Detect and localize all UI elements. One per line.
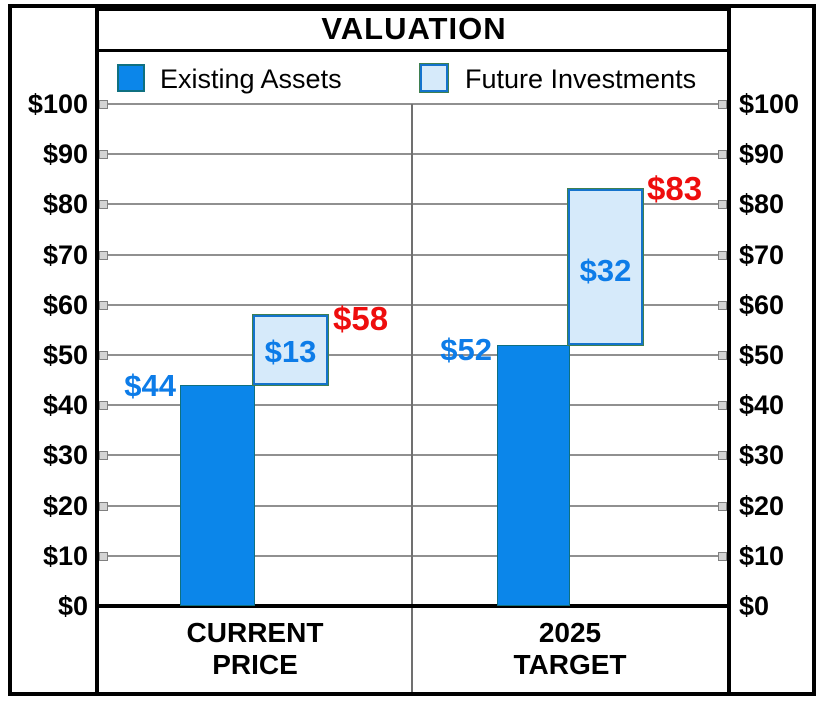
gridline-end-handle [718, 502, 727, 511]
y-axis-tick-right: $70 [739, 240, 785, 270]
gridline-end-handle [99, 401, 108, 410]
category-label-current-price: CURRENT PRICE [99, 617, 411, 681]
category-line: PRICE [212, 649, 298, 680]
value-label-target-future: $32 [579, 253, 632, 288]
gridline [99, 354, 727, 356]
value-label-current-existing: $44 [124, 368, 176, 403]
y-axis-tick-right: $60 [739, 290, 785, 320]
category-line: TARGET [513, 649, 627, 680]
bar-existing-assets-current-price [180, 385, 255, 606]
category-line: CURRENT [186, 617, 324, 648]
x-axis-baseline [99, 604, 727, 608]
value-label-current-future: $13 [264, 334, 317, 369]
gridline [99, 505, 727, 507]
y-axis-tick-left: $60 [42, 290, 88, 320]
gridline-end-handle [718, 251, 727, 260]
y-axis-tick-right: $0 [739, 591, 770, 621]
y-axis-tick-right: $50 [739, 340, 785, 370]
gridline-end-handle [99, 100, 108, 109]
y-axis-tick-left: $30 [42, 440, 88, 470]
gridline-end-handle [718, 301, 727, 310]
y-axis-tick-left: $80 [42, 189, 88, 219]
y-axis-tick-left: $100 [27, 89, 88, 119]
y-axis-tick-right: $100 [739, 89, 800, 119]
gridline [99, 304, 727, 306]
value-label-target-total: $83 [647, 170, 703, 207]
category-divider-line [411, 104, 413, 692]
bar-future-investments-2025-target [568, 189, 643, 345]
legend-swatch-future-investments [420, 64, 448, 92]
y-axis-tick-left: $0 [57, 591, 88, 621]
gridline-end-handle [99, 351, 108, 360]
y-axis-tick-left: $40 [42, 390, 88, 420]
y-axis-tick-right: $30 [739, 440, 785, 470]
y-axis-tick-right: $80 [739, 189, 785, 219]
gridline [99, 254, 727, 256]
value-label-target-existing: $52 [440, 332, 492, 367]
y-axis-tick-left: $10 [42, 541, 88, 571]
bar-future-investments-current-price [253, 315, 328, 385]
y-axis-tick-left: $90 [42, 139, 88, 169]
gridline-end-handle [99, 502, 108, 511]
gridline-end-handle [718, 401, 727, 410]
gridline-end-handle [99, 301, 108, 310]
gridline-end-handle [718, 552, 727, 561]
category-line: 2025 [538, 617, 602, 648]
legend-swatch-existing-assets [117, 64, 145, 92]
legend-label-future-investments: Future Investments [465, 64, 697, 94]
gridline-end-handle [718, 451, 727, 460]
title-box-top-border [97, 8, 731, 11]
gridline-end-handle [99, 251, 108, 260]
category-label-2025-target: 2025 TARGET [413, 617, 727, 681]
gridline [99, 404, 727, 406]
bar-existing-assets-2025-target [497, 345, 570, 606]
y-axis-tick-right: $90 [739, 139, 785, 169]
gridline [99, 454, 727, 456]
chart-title: VALUATION [321, 11, 507, 46]
left-y-axis-line [95, 4, 99, 696]
gridline-end-handle [99, 150, 108, 159]
gridline-end-handle [718, 200, 727, 209]
gridline [99, 203, 727, 205]
y-axis-tick-left: $70 [42, 240, 88, 270]
y-axis-tick-left: $20 [42, 491, 88, 521]
gridline [99, 153, 727, 155]
gridline-end-handle [99, 451, 108, 460]
right-y-axis-line [727, 4, 731, 696]
y-axis-tick-left: $50 [42, 340, 88, 370]
y-axis-tick-right: $10 [739, 541, 785, 571]
gridline-end-handle [718, 150, 727, 159]
gridline-end-handle [718, 100, 727, 109]
legend-label-existing-assets: Existing Assets [160, 64, 342, 94]
value-label-current-total: $58 [333, 300, 389, 337]
y-axis-tick-right: $40 [739, 390, 785, 420]
gridline-end-handle [99, 552, 108, 561]
gridline-end-handle [99, 200, 108, 209]
outer-frame [8, 4, 816, 696]
gridline-end-handle [718, 351, 727, 360]
gridline [99, 103, 727, 105]
gridline [99, 555, 727, 557]
y-axis-tick-right: $20 [739, 491, 785, 521]
title-box-bottom-border [97, 49, 731, 52]
